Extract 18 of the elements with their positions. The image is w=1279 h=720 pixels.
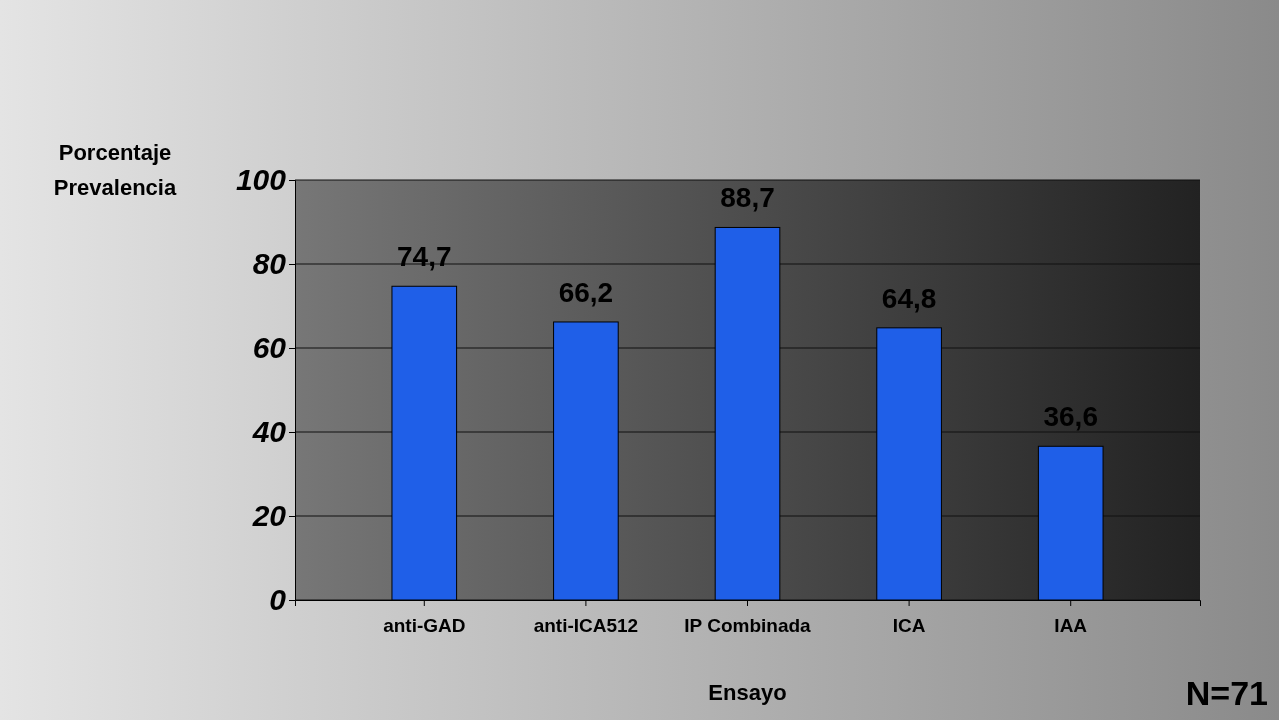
x-tick-label: IP Combinada: [684, 614, 812, 636]
y-tick-label: 40: [251, 415, 287, 449]
data-label: 64,8: [881, 282, 937, 314]
x-tick-label: ICA: [892, 614, 926, 636]
x-tick-label: anti-ICA512: [533, 614, 639, 636]
y-tick-label: 80: [252, 247, 287, 281]
data-label: 88,7: [720, 182, 775, 214]
data-label: 74,7: [397, 241, 452, 273]
y-tick-label: 20: [251, 499, 287, 533]
y-tick-label: 60: [252, 331, 287, 365]
y-axis-title: Porcentaje Prevalencia: [53, 140, 177, 201]
text: N=71: [1185, 674, 1268, 712]
x-tick-label: IAA: [1054, 614, 1088, 636]
y-tick-label: 100: [235, 163, 287, 197]
x-tick-label: anti-GAD: [383, 614, 466, 636]
y-tick-label: 0: [269, 583, 287, 617]
data-label: 66,2: [558, 276, 614, 308]
x-axis-title: Ensayo: [708, 680, 787, 705]
